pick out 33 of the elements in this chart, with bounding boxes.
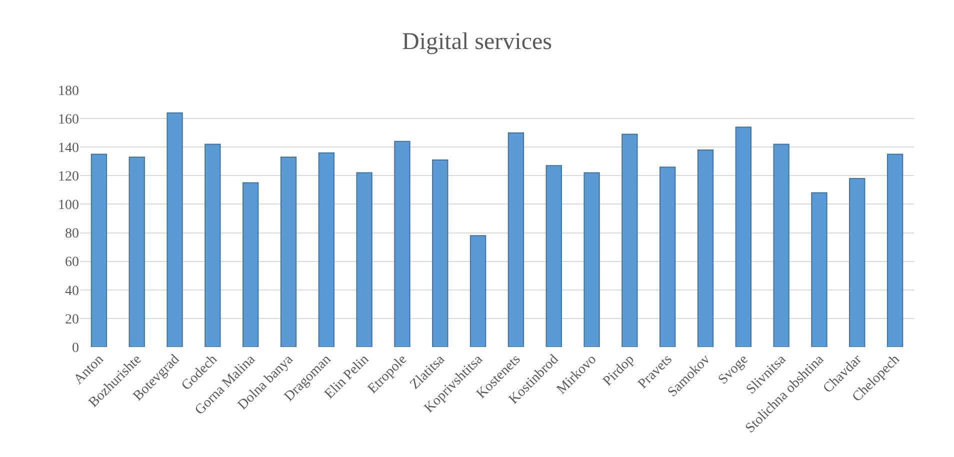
y-tick-label: 120 bbox=[58, 170, 79, 185]
bar bbox=[622, 134, 638, 347]
chart-title: Digital services bbox=[402, 28, 552, 55]
bar bbox=[166, 112, 183, 347]
bar bbox=[697, 149, 714, 347]
bar bbox=[318, 152, 334, 347]
y-tick-label: 160 bbox=[58, 112, 79, 128]
bar bbox=[356, 172, 372, 347]
y-tick-label: 140 bbox=[58, 141, 79, 156]
bar bbox=[660, 166, 676, 347]
bar bbox=[204, 144, 221, 347]
bar bbox=[886, 154, 904, 347]
bar bbox=[242, 182, 259, 347]
y-tick-label: 0 bbox=[72, 340, 79, 356]
bar bbox=[128, 156, 145, 347]
y-tick-label: 40 bbox=[65, 284, 79, 299]
bar bbox=[811, 192, 828, 347]
y-tick-label: 60 bbox=[65, 255, 79, 270]
y-tick-label: 180 bbox=[58, 84, 79, 99]
bar bbox=[546, 165, 562, 347]
bar bbox=[735, 126, 752, 347]
bar bbox=[584, 172, 600, 347]
bar bbox=[432, 159, 448, 347]
bar bbox=[508, 132, 524, 347]
y-tick-label: 100 bbox=[58, 198, 79, 214]
bar bbox=[773, 144, 790, 347]
bar bbox=[849, 178, 866, 347]
bar bbox=[394, 140, 410, 347]
bar bbox=[280, 156, 297, 347]
bar bbox=[90, 154, 108, 347]
y-tick-label: 20 bbox=[65, 312, 79, 328]
y-tick-label: 80 bbox=[65, 226, 79, 242]
bar bbox=[470, 235, 486, 347]
